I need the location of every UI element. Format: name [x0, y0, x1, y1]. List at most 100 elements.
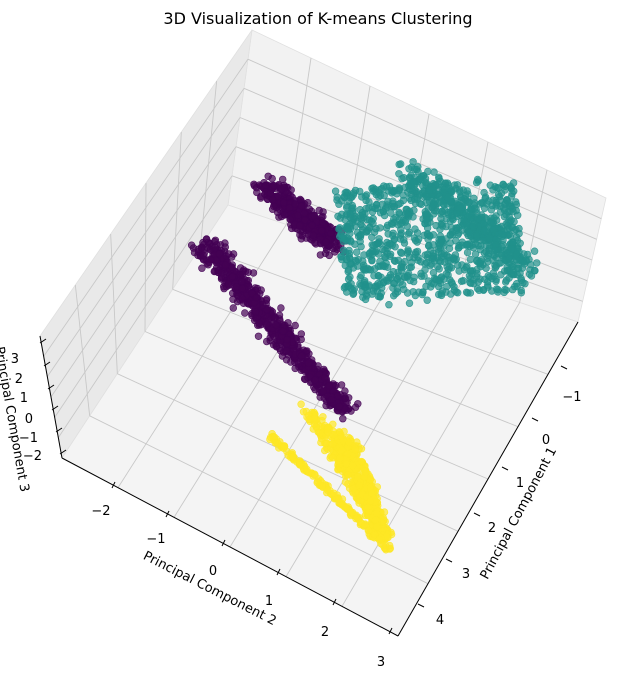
- scatter-point: [344, 471, 352, 479]
- scatter-point: [266, 435, 274, 444]
- scatter-point: [494, 184, 503, 192]
- scatter-point: [303, 465, 311, 474]
- scatter-point: [396, 278, 404, 286]
- scatter-point: [513, 211, 522, 220]
- scatter-point: [419, 182, 427, 190]
- axis-lines: [39, 321, 579, 637]
- scatter-point: [508, 205, 517, 213]
- scatter-point: [344, 275, 353, 283]
- scatter-point: [412, 165, 421, 174]
- scatter-point: [414, 235, 423, 243]
- scatter-point: [471, 250, 480, 258]
- scatter-point: [436, 239, 444, 248]
- scatter-point: [272, 321, 280, 329]
- scatter-point: [288, 453, 297, 461]
- scatter-point: [489, 226, 497, 234]
- scatter-point: [416, 175, 424, 183]
- scatter-point: [353, 513, 361, 522]
- scatter-point: [270, 182, 278, 190]
- scatter-point: [187, 241, 196, 249]
- scatter-point: [423, 193, 431, 201]
- scatter-point: [366, 476, 374, 484]
- scatter-point: [482, 215, 491, 223]
- scatter-point: [310, 212, 318, 220]
- scatter-point: [377, 289, 385, 297]
- scatter-point: [270, 202, 278, 210]
- scatter-point: [343, 202, 351, 210]
- scatter-point: [271, 439, 279, 447]
- scatter-point: [370, 241, 378, 250]
- scatter-point: [500, 267, 509, 275]
- scatter-point: [374, 250, 383, 258]
- z-tick: 1: [20, 384, 55, 406]
- scatter-point: [484, 278, 492, 286]
- scatter-point: [362, 468, 370, 477]
- scatter-point: [434, 199, 442, 208]
- scatter-point: [336, 224, 344, 232]
- scatter-point: [512, 250, 520, 258]
- scatter-point: [371, 188, 379, 196]
- scatter-point: [297, 335, 305, 344]
- scatter-point: [297, 202, 306, 210]
- scatter-point: [277, 185, 286, 194]
- svg-text:−1: −1: [19, 431, 38, 446]
- scatter-point: [385, 301, 393, 309]
- scatter-point: [455, 243, 463, 252]
- scatter-point: [480, 188, 488, 197]
- scatter-point: [503, 226, 512, 234]
- scatter-point: [373, 523, 381, 531]
- scatter-point: [331, 187, 340, 195]
- scatter-point: [507, 184, 516, 193]
- scatter-point: [328, 440, 337, 448]
- scatter-point: [460, 266, 469, 274]
- scatter-point: [280, 199, 288, 207]
- scatter-point: [356, 212, 364, 220]
- scatter-point: [330, 489, 338, 497]
- scatter-point: [342, 504, 350, 512]
- scatter-point: [394, 288, 402, 296]
- scatter-point: [401, 218, 409, 226]
- scatter-point: [403, 273, 412, 281]
- svg-text:−1: −1: [146, 532, 165, 547]
- scatter-point: [368, 233, 376, 242]
- y-tick: 0: [209, 539, 226, 579]
- y-tick: −1: [146, 510, 170, 547]
- scatter-point: [397, 248, 405, 257]
- scatter-point: [244, 276, 253, 285]
- scatter-point: [337, 252, 345, 261]
- scatter-point: [485, 234, 494, 243]
- svg-text:1: 1: [20, 391, 28, 406]
- scatter-point: [473, 284, 482, 293]
- scatter-point: [342, 460, 351, 468]
- scatter-point: [387, 219, 396, 228]
- scatter-point: [338, 234, 346, 242]
- scatter-point: [494, 288, 502, 296]
- scatter-point: [530, 266, 539, 275]
- scatter-point: [446, 231, 454, 240]
- scatter-point: [429, 254, 437, 263]
- scatter-point: [407, 171, 415, 180]
- z-tick-group: −2 −1 0 1 2 3: [11, 338, 67, 464]
- scatter-point: [345, 438, 353, 447]
- svg-text:2: 2: [488, 521, 496, 536]
- scatter-point: [399, 191, 407, 199]
- scatter-point: [347, 238, 355, 246]
- scatter-point: [310, 470, 319, 478]
- scatter-point: [410, 206, 418, 215]
- x-tick: 2: [473, 512, 496, 536]
- scatter-point: [430, 168, 438, 176]
- scatter-point: [322, 238, 330, 246]
- scatter-point: [417, 272, 426, 280]
- scatter-point: [533, 259, 541, 267]
- scatter-point: [425, 277, 433, 285]
- scatter-point: [278, 352, 287, 360]
- scatter-point: [447, 278, 456, 286]
- scatter-point: [400, 258, 409, 266]
- scatter-point: [263, 320, 271, 328]
- scatter-point: [365, 224, 374, 232]
- scatter-point: [262, 181, 270, 189]
- scatter-point: [488, 287, 496, 295]
- scatter-point: [486, 181, 494, 189]
- scatter-point: [357, 457, 366, 466]
- scatter-point: [280, 442, 289, 450]
